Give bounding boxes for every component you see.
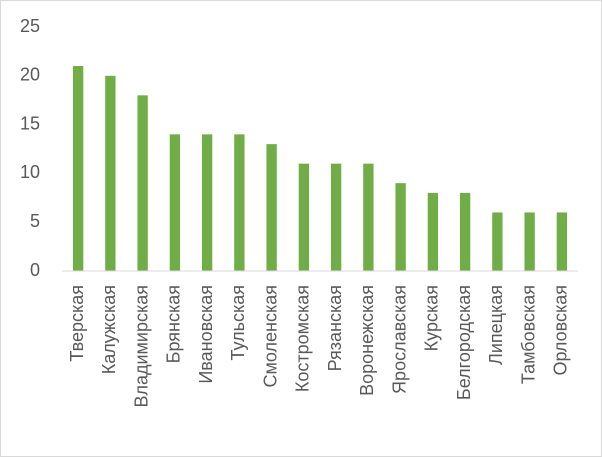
bar xyxy=(492,212,503,271)
y-tick-label: 10 xyxy=(20,162,40,182)
x-tick-label: Липецкая xyxy=(486,285,506,365)
y-tick-label: 5 xyxy=(30,211,40,231)
x-tick-label: Тамбовская xyxy=(518,285,538,384)
bar xyxy=(266,144,277,271)
bar xyxy=(427,192,439,271)
bar xyxy=(556,212,568,271)
bar xyxy=(363,163,374,271)
x-tick-label: Смоленская xyxy=(260,285,280,387)
x-tick-label: Тверская xyxy=(67,285,87,362)
bar xyxy=(72,66,84,271)
x-tick-label: Калужская xyxy=(99,285,119,374)
bar xyxy=(459,192,471,271)
bar xyxy=(201,134,213,271)
bar xyxy=(105,75,116,271)
bar xyxy=(524,212,535,271)
bar xyxy=(330,163,342,271)
bar xyxy=(234,134,245,271)
y-tick-label: 20 xyxy=(20,65,40,85)
x-tick-label: Белгородская xyxy=(454,285,474,400)
x-tick-label: Воронежская xyxy=(357,285,377,396)
x-tick-label: Ярославская xyxy=(389,285,409,394)
bar xyxy=(298,163,310,271)
x-tick-label: Владимирская xyxy=(131,285,151,408)
x-tick-label: Ивановская xyxy=(196,285,216,384)
y-tick-label: 0 xyxy=(30,260,40,280)
x-tick-label: Курская xyxy=(422,285,442,351)
y-tick-label: 25 xyxy=(20,16,40,36)
y-tick-label: 15 xyxy=(20,113,40,133)
bar xyxy=(137,95,148,271)
x-tick-label: Брянская xyxy=(164,285,184,363)
bar xyxy=(395,183,406,271)
bar xyxy=(169,134,181,271)
x-tick-label: Орловская xyxy=(551,285,571,376)
x-tick-label: Рязанская xyxy=(325,285,345,371)
x-tick-label: Костромская xyxy=(293,285,313,392)
x-tick-label: Тульская xyxy=(228,285,248,361)
